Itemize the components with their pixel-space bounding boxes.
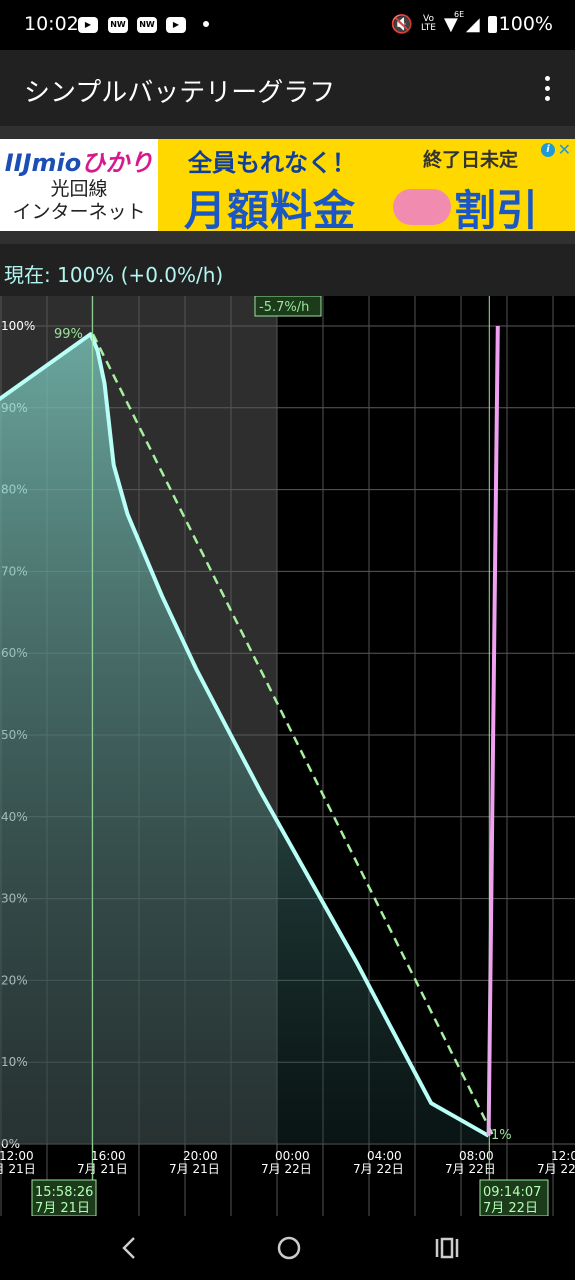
x-tick-date: 7月 21日 (0, 1162, 36, 1176)
ad-end-date: 終了日未定 (423, 149, 519, 171)
marker-date: 7月 22日 (483, 1201, 538, 1216)
min-label: 1% (491, 1128, 512, 1143)
battery-graph[interactable]: 100%90%80%70%60%50%40%30%20%10%0% 12:007… (0, 296, 575, 1216)
home-icon[interactable] (276, 1234, 302, 1262)
x-tick-date: 7月 21日 (77, 1162, 128, 1176)
x-tick-time: 12:00 (551, 1149, 575, 1163)
ad-close-icon[interactable]: ✕ (557, 140, 571, 159)
ad-left-line2: インターネット (12, 201, 146, 223)
ad-logo: IIJmioひかり (4, 149, 154, 177)
piggy-bank-icon (393, 189, 451, 225)
battery-icon (487, 15, 497, 33)
navigation-bar (0, 1216, 575, 1280)
ad-left-panel: IIJmioひかり 光回線 インターネット (0, 139, 158, 231)
ad-banner[interactable]: IIJmioひかり 光回線 インターネット 全員もれなく！ 終了日未定 月額料金… (0, 139, 575, 235)
max-label: 99% (54, 327, 83, 342)
ad-main-text2: 割引 (454, 186, 539, 235)
x-tick-date: 7月 22日 (353, 1162, 404, 1176)
overflow-menu-icon[interactable] (539, 76, 555, 102)
news-icon: NW (137, 17, 157, 33)
status-time: 10:02 (24, 13, 79, 35)
wifi-tag: 6E (453, 9, 465, 19)
ad-area: IIJmioひかり 光回線 インターネット 全員もれなく！ 終了日未定 月額料金… (0, 126, 575, 244)
x-tick-time: 00:00 (275, 1149, 310, 1163)
x-tick-date: 7月 22日 (537, 1162, 575, 1176)
ad-left-line1: 光回線 (50, 178, 108, 200)
x-tick-time: 04:00 (367, 1149, 402, 1163)
volte-icon: Vo LTE (421, 14, 436, 33)
youtube-icon: ▶ (166, 17, 186, 33)
marker-box (479, 1179, 549, 1216)
signal-icon: ◢ (465, 13, 480, 35)
ad-main-text: 月額料金 (184, 186, 357, 235)
battery-area (0, 334, 489, 1144)
app-title: シンプルバッテリーグラフ (24, 78, 336, 108)
ad-choices-icon[interactable]: i (541, 143, 555, 157)
back-icon[interactable] (118, 1234, 142, 1262)
app-bar: シンプルバッテリーグラフ (0, 50, 575, 126)
x-tick-date: 7月 22日 (445, 1162, 496, 1176)
x-tick-date: 7月 22日 (261, 1162, 312, 1176)
info-bar: 現在: 100% (+0.0%/h) (0, 244, 575, 296)
wifi-icon: ▼ 6E (443, 9, 465, 35)
x-tick-time: 08:00 (459, 1149, 494, 1163)
ad-right-panel: 全員もれなく！ 終了日未定 月額料金 割引 (158, 139, 575, 235)
x-tick-time: 16:00 (91, 1149, 126, 1163)
dot-icon (203, 21, 209, 27)
status-bar: 10:02 ▶ NW NW ▶ 🔇 Vo LTE ▼ 6E ◢ 100% (0, 0, 575, 50)
battery-charge-line (486, 325, 500, 1136)
x-tick-time: 12:00 (0, 1149, 34, 1163)
battery-percent: 100% (498, 13, 553, 35)
trend-label: -5.7%/h (259, 300, 309, 315)
youtube-icon: ▶ (78, 17, 98, 33)
marker-date: 7月 21日 (35, 1201, 90, 1216)
marker-box (31, 1179, 97, 1216)
marker-time: 15:58:26 (35, 1185, 93, 1200)
marker-time: 09:14:07 (483, 1185, 541, 1200)
trend-label-box (254, 296, 322, 317)
y-tick-label: 100% (1, 319, 35, 333)
mute-icon: 🔇 (390, 13, 414, 35)
ad-headline: 全員もれなく！ (188, 149, 356, 177)
x-tick-time: 20:00 (183, 1149, 218, 1163)
x-tick-date: 7月 21日 (169, 1162, 220, 1176)
recents-icon[interactable] (434, 1234, 460, 1262)
battery-discharge-line (0, 332, 490, 1138)
news-icon: NW (108, 17, 128, 33)
current-status: 現在: 100% (+0.0%/h) (4, 263, 224, 287)
